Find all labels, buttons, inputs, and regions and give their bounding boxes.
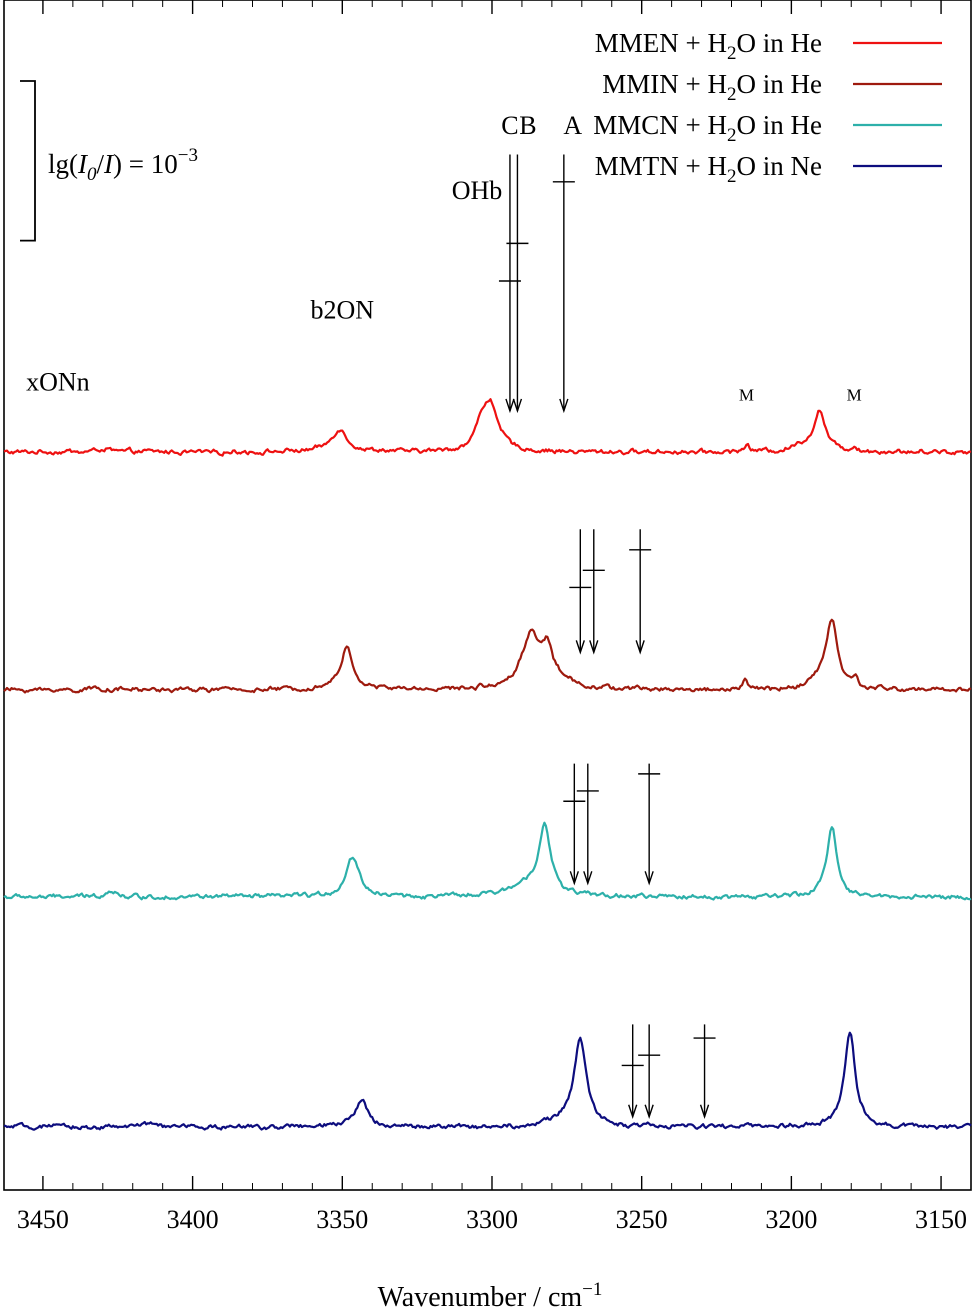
x-axis-title: Wavenumber / cm−1 [378,1279,603,1313]
scale-bar-text-part: −3 [178,145,198,166]
x-tick-label: 3400 [167,1205,219,1234]
legend-text: O in Ne [737,151,822,181]
band-label: M [847,386,862,405]
legend-text: O in He [737,110,822,140]
x-tick-label: 3450 [17,1205,69,1234]
band-marker-arrowhead [559,398,569,414]
legend-text: O in He [737,69,822,99]
legend-text: MMCN + H [593,110,727,140]
annotation-layer: xONn b2ON OHb C B A M M [26,111,862,1119]
band-label: b2ON [311,296,375,325]
band-marker-arrowhead [635,640,645,655]
band-label: xONn [26,367,90,396]
x-tick-label: 3250 [616,1205,668,1234]
band-label: M [739,386,754,405]
band-marker-arrowhead [628,1104,638,1119]
legend-label: MMCN + H2O in He [593,110,822,146]
legend-subscript: 2 [727,84,737,105]
legend-subscript: 2 [727,43,737,64]
legend-subscript: 2 [727,125,737,146]
scale-bar-label: lg(I0/I) = 10−3 [48,145,198,185]
legend-label: MMEN + H2O in He [595,28,822,64]
x-tick-label: 3150 [915,1205,967,1234]
band-label: OHb [452,176,503,205]
band-marker-arrowhead [569,871,579,886]
band-marker-arrowhead [583,871,593,886]
scale-bar-text-part: / [97,149,105,179]
x-axis: 3450 3400 3350 3300 3250 3200 3150 [17,0,967,1234]
x-tick-label: 3300 [466,1205,518,1234]
band-label: B [519,111,536,140]
scale-bar-bracket [20,80,36,242]
x-tick-label: 3350 [316,1205,368,1234]
band-label: A [563,111,582,140]
plot-frame [3,0,972,1191]
legend-text: MMEN + H [595,28,727,58]
legend-text: MMIN + H [602,69,727,99]
legend-label: MMTN + H2O in Ne [595,151,822,187]
series-line-4 [3,1031,972,1131]
band-marker-arrowhead [644,871,654,886]
series-line-2 [3,618,972,694]
band-marker-arrowhead [589,640,599,655]
band-marker-arrowhead [575,640,585,655]
x-axis-title-sup: −1 [582,1279,602,1300]
scale-bar-text-part: lg( [48,149,78,179]
legend-subscript: 2 [727,166,737,187]
band-marker-arrowhead [512,398,523,414]
legend-text: MMTN + H [595,151,727,181]
scale-bar-text-part: ) = 10 [113,149,178,179]
legend-label: MMIN + H2O in He [602,69,822,105]
series-line-3 [3,821,972,901]
band-marker-arrowhead [699,1104,710,1119]
band-marker-arrowhead [644,1104,654,1119]
band-marker-arrowhead [505,398,515,414]
x-axis-title-text: Wavenumber / cm [378,1282,583,1313]
band-label: C [501,111,518,140]
scale-bar-text-part: I [103,149,115,179]
series-layer [3,398,972,1131]
scale-bar: lg(I0/I) = 10−3 [20,80,198,242]
scale-bar-text-part: 0 [87,164,97,185]
legend-text: O in He [737,28,822,58]
series-line-1 [3,398,972,457]
x-tick-label: 3200 [765,1205,817,1234]
scale-bar-text-part: I [77,149,89,179]
